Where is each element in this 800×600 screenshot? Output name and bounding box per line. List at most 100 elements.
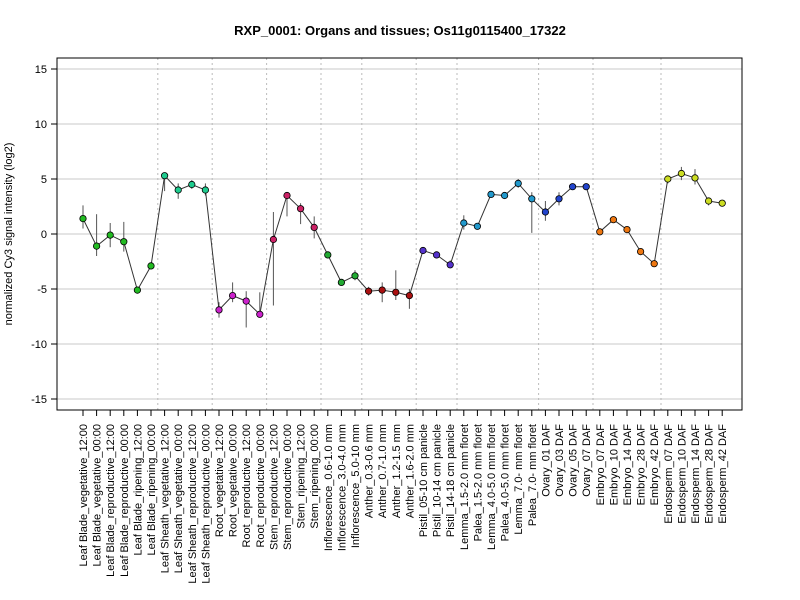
x-tick-label: Leaf Blade_reproductive_12:00	[105, 424, 117, 577]
x-tick-label: Ovary_01 DAF	[540, 424, 552, 497]
x-tick-label: Stem_ripening_12:00	[296, 424, 308, 529]
data-point	[405, 291, 413, 300]
chart-title: RXP_0001: Organs and tissues; Os11g01154…	[234, 23, 566, 38]
data-point	[541, 208, 550, 216]
data-point	[500, 191, 509, 200]
data-point	[704, 197, 713, 205]
x-tick-label: Root_vegetative_00:00	[228, 424, 240, 537]
data-point	[392, 288, 400, 296]
data-point	[446, 261, 454, 269]
x-tick-label: Ovary_03 DAF	[554, 424, 566, 497]
x-tick-label: Lemma_1.5-2.0 mm floret	[459, 424, 471, 550]
x-tick-label: Pistil_05-10 cm panicle	[418, 424, 430, 537]
x-tick-label: Leaf Sheath_vegetative_00:00	[173, 424, 185, 573]
x-tick-label: Anther_1.2-1.5 mm	[391, 424, 403, 518]
y-tick-label: 0	[41, 229, 47, 241]
x-tick-label: Inflorescence_5.0-10 mm	[350, 424, 362, 548]
data-point	[432, 251, 441, 259]
y-tick-label: 15	[35, 64, 47, 76]
x-tick-label: Embryo_42 DAF	[649, 424, 661, 506]
data-point	[161, 172, 169, 180]
data-point	[269, 235, 277, 244]
x-tick-label: Endosperm_28 DAF	[704, 424, 716, 524]
x-tick-label: Pistil_10-14 cm panicle	[432, 424, 444, 537]
x-tick-label: Anther_0.7-1.0 mm	[377, 424, 389, 518]
x-tick-label: Embryo_07 DAF	[595, 424, 607, 506]
x-tick-label: Embryo_10 DAF	[608, 424, 620, 506]
y-axis-title: normalized Cy3 signal intensity (log2)	[3, 143, 15, 326]
grid-lines	[57, 68, 742, 400]
x-tick-label: Anther_0.3-0.6 mm	[364, 424, 376, 518]
x-tick-label: Endosperm_10 DAF	[676, 424, 688, 524]
x-tick-label: Embryo_28 DAF	[636, 424, 648, 506]
data-point	[664, 175, 672, 183]
x-tick-label: Inflorescence_0.6-1.0 mm	[323, 424, 335, 551]
data-point	[487, 190, 495, 198]
data-point	[528, 195, 536, 203]
data-point	[215, 306, 223, 314]
data-point	[555, 195, 563, 203]
x-tick-label: Palea_1.5-2.0 mm floret	[472, 424, 484, 541]
x-tick-label: Stem_ripening_00:00	[309, 424, 321, 529]
x-tick-label: Leaf Blade_ripening_12:00	[132, 424, 144, 556]
x-tick-label: Stem_reproductive_12:00	[268, 424, 280, 550]
data-point	[133, 286, 141, 294]
x-tick-label: Inflorescence_3.0-4.0 mm	[336, 424, 348, 551]
data-point	[691, 174, 699, 182]
x-tick-label: Lemma_7.0- mm floret	[513, 424, 525, 535]
x-tick-label: Root_reproductive_00:00	[255, 424, 267, 548]
data-point	[596, 228, 604, 236]
data-point	[378, 286, 386, 294]
data-point	[677, 169, 686, 178]
x-tick-label: Endosperm_42 DAF	[717, 424, 729, 524]
data-point	[120, 238, 128, 246]
data-point	[324, 251, 332, 259]
x-tick-label: Pistil_14-18 cm panicle	[445, 424, 457, 537]
y-tick-label: -5	[37, 284, 47, 296]
data-point	[419, 246, 427, 255]
data-point	[93, 242, 101, 250]
y-tick-label: 5	[41, 174, 47, 186]
y-tick-label: -10	[31, 339, 47, 351]
group-separators	[157, 58, 662, 410]
data-point	[364, 287, 373, 295]
x-tick-label: Ovary_07 DAF	[581, 424, 593, 497]
x-tick-label: Anther_1.6-2.0 mm	[404, 424, 416, 518]
data-point	[623, 226, 631, 234]
data-point	[568, 183, 577, 191]
x-tick-label: Leaf Blade_reproductive_00:00	[119, 424, 131, 577]
data-points	[79, 169, 726, 318]
data-point	[718, 199, 726, 207]
data-point	[106, 231, 114, 239]
x-tick-label: Embryo_14 DAF	[622, 424, 634, 506]
y-axis: -15 -10 -5 0 5 10 15	[31, 64, 57, 406]
data-point	[609, 216, 618, 224]
x-tick-label: Leaf Blade_ripening_00:00	[146, 424, 158, 556]
x-tick-label: Endosperm_07 DAF	[663, 424, 675, 524]
x-axis: Leaf Blade_vegetative_12:00 Leaf Blade_ve…	[78, 410, 729, 584]
data-point	[174, 186, 182, 194]
data-point	[310, 223, 318, 231]
x-tick-label: Root_reproductive_12:00	[241, 424, 253, 548]
x-tick-label: Leaf Blade_vegetative_00:00	[92, 424, 104, 567]
data-point	[636, 248, 645, 256]
series-line	[82, 172, 723, 316]
data-point	[514, 179, 522, 187]
data-point	[473, 222, 481, 230]
data-point	[201, 186, 209, 194]
data-point	[229, 291, 237, 300]
data-point	[256, 310, 264, 318]
data-point	[188, 180, 196, 189]
y-tick-label: 10	[35, 119, 47, 131]
y-tick-label: -15	[31, 394, 47, 406]
x-tick-label: Endosperm_14 DAF	[690, 424, 702, 524]
x-tick-label: Leaf Sheath_reproductive_00:00	[200, 424, 212, 584]
data-point	[296, 205, 305, 213]
data-point	[582, 183, 590, 191]
data-point	[147, 262, 155, 270]
data-point	[650, 260, 658, 268]
data-point	[337, 278, 345, 286]
data-point	[283, 191, 291, 200]
x-tick-label: Palea_4.0-5.0 mm floret	[500, 424, 512, 541]
x-tick-label: Leaf Sheath_vegetative_12:00	[160, 424, 172, 573]
